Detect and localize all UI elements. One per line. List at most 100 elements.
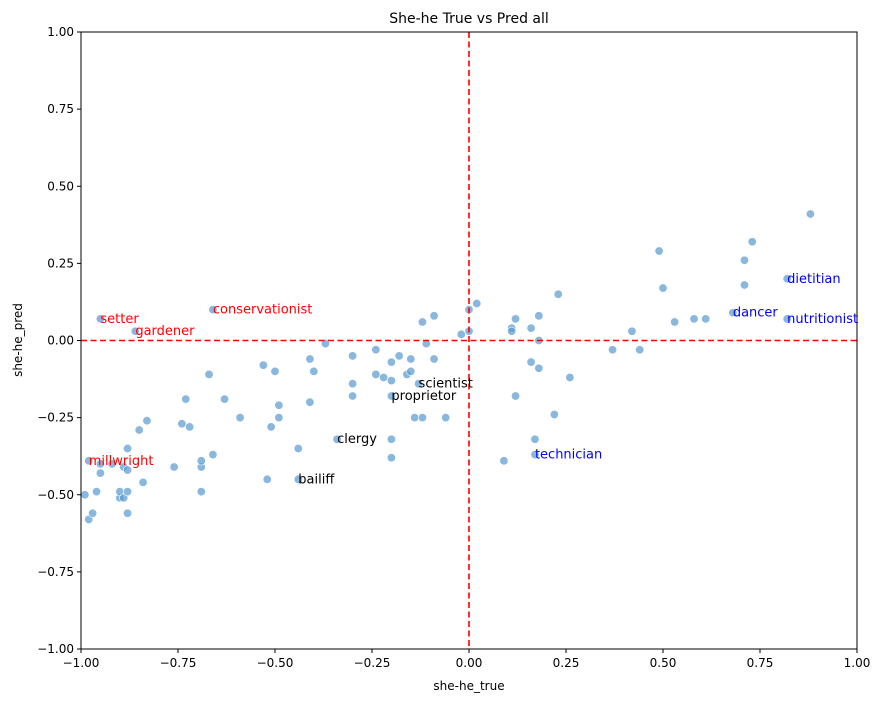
x-axis: −1.00 −0.75 −0.50 −0.25 0.00 0.25 0.50 0.75 1.00: [63, 649, 871, 670]
data-point: [274, 413, 284, 423]
x-axis-label: she-he_true: [433, 679, 504, 693]
data-point: [220, 394, 230, 404]
data-point: [266, 422, 276, 432]
data-point: [84, 456, 94, 466]
annotation-technician: technician: [535, 448, 602, 463]
x-tick-label: 0.50: [650, 656, 677, 670]
y-tick-label: −1.00: [37, 642, 74, 656]
data-point: [406, 366, 416, 376]
y-axis-label: she-he_pred: [11, 303, 25, 377]
data-point: [332, 434, 342, 444]
points-layer: [80, 209, 815, 524]
annotation-bailiff: bailiff: [298, 472, 335, 487]
x-tick-label: −1.00: [63, 656, 100, 670]
data-point: [88, 508, 98, 518]
annotation-setter: setter: [100, 312, 139, 327]
data-point: [689, 314, 699, 324]
y-tick-label: 0.25: [47, 256, 74, 270]
data-point: [371, 369, 381, 379]
annotation-dancer: dancer: [733, 306, 779, 321]
x-tick-label: 1.00: [844, 656, 871, 670]
data-point: [534, 363, 544, 373]
data-point: [92, 487, 102, 497]
y-tick-label: 1.00: [47, 25, 74, 39]
y-tick-label: −0.25: [37, 411, 74, 425]
data-point: [386, 376, 396, 386]
data-point: [627, 326, 637, 336]
data-point: [204, 369, 214, 379]
data-point: [258, 360, 268, 370]
annotation-nutritionist: nutritionist: [787, 312, 858, 327]
data-point: [130, 326, 140, 336]
x-tick-label: 0.25: [553, 656, 580, 670]
y-tick-label: 0.75: [47, 102, 74, 116]
annotation-clergy: clergy: [337, 432, 377, 447]
x-tick-label: −0.75: [160, 656, 197, 670]
x-tick-label: 0.75: [747, 656, 774, 670]
data-point: [134, 425, 144, 435]
data-point: [526, 323, 536, 333]
data-point: [549, 410, 559, 420]
y-tick-label: −0.75: [37, 565, 74, 579]
data-point: [123, 465, 133, 475]
data-point: [309, 366, 319, 376]
x-tick-label: −0.25: [354, 656, 391, 670]
data-point: [635, 345, 645, 355]
data-point: [530, 434, 540, 444]
data-point: [95, 459, 105, 469]
data-point: [107, 459, 117, 469]
data-point: [196, 487, 206, 497]
data-point: [472, 298, 482, 308]
data-point: [805, 209, 815, 219]
data-point: [782, 314, 792, 324]
data-point: [511, 391, 521, 401]
data-point: [262, 474, 272, 484]
data-point: [654, 246, 664, 256]
data-point: [739, 255, 749, 265]
annotation-dietitian: dietitian: [787, 272, 841, 287]
data-point: [305, 354, 315, 364]
data-point: [386, 434, 396, 444]
data-point: [429, 311, 439, 321]
data-point: [429, 354, 439, 364]
data-point: [406, 354, 416, 364]
y-tick-label: 0.50: [47, 179, 74, 193]
data-point: [371, 345, 381, 355]
data-point: [208, 305, 218, 315]
annotation-conservationist: conservationist: [213, 303, 312, 318]
data-point: [123, 443, 133, 453]
data-point: [181, 394, 191, 404]
data-point: [305, 397, 315, 407]
data-point: [701, 314, 711, 324]
annotation-proprietor: proprietor: [391, 389, 457, 404]
reference-lines: [81, 32, 857, 649]
data-point: [410, 413, 420, 423]
annotation-millwright: millwright: [89, 454, 154, 469]
data-point: [80, 490, 90, 500]
data-point: [565, 373, 575, 383]
data-point: [95, 314, 105, 324]
data-point: [499, 456, 509, 466]
data-point: [348, 351, 358, 361]
data-point: [417, 317, 427, 327]
data-point: [348, 379, 358, 389]
y-tick-label: −0.50: [37, 488, 74, 502]
data-point: [739, 280, 749, 290]
x-tick-label: −0.50: [257, 656, 294, 670]
data-point: [293, 443, 303, 453]
data-point: [293, 474, 303, 484]
data-point: [123, 487, 133, 497]
data-point: [456, 329, 466, 339]
data-point: [728, 308, 738, 318]
data-point: [441, 413, 451, 423]
annotation-gardener: gardener: [135, 324, 195, 339]
data-point: [138, 477, 148, 487]
data-point: [526, 357, 536, 367]
data-point: [386, 391, 396, 401]
data-point: [782, 274, 792, 284]
y-tick-label: 0.00: [47, 334, 74, 348]
data-point: [658, 283, 668, 293]
